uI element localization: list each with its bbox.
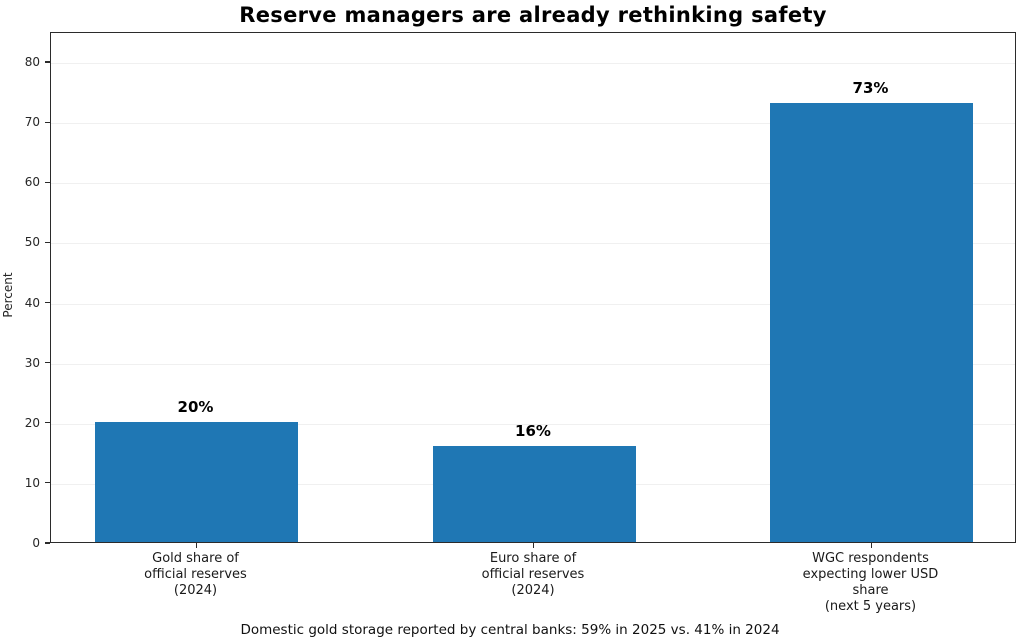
y-tick-label-80: 80 [24,55,40,70]
y-tick-mark-20 [45,422,50,424]
y-tick-label-50: 50 [24,235,40,250]
x-tick-label-2: WGC respondents expecting lower USD shar… [802,551,939,614]
plot-area [50,32,1016,543]
y-tick-label-70: 70 [24,115,40,130]
y-tick-mark-10 [45,482,50,484]
bar-value-label-0: 20% [177,397,214,416]
gridline-y40 [51,303,1015,305]
bar-value-label-1: 16% [515,421,551,440]
y-tick-mark-60 [45,181,50,183]
x-tick-mark-2 [870,543,872,548]
gridline-y70 [51,123,1015,125]
y-tick-mark-70 [45,121,50,123]
y-tick-label-60: 60 [24,175,40,190]
footnote: Domestic gold storage reported by centra… [240,622,780,638]
y-tick-mark-30 [45,362,50,364]
x-tick-label-0: Gold share of official reserves (2024) [144,551,247,598]
bar-value-label-2: 73% [852,79,889,98]
y-tick-label-0: 0 [32,536,40,550]
gridline-y60 [51,183,1015,185]
y-tick-mark-50 [45,241,50,243]
x-tick-mark-0 [195,543,197,548]
y-tick-mark-0 [45,542,50,544]
y-tick-mark-40 [45,301,50,304]
gridline-y30 [51,363,1015,365]
y-tick-label-10: 10 [24,475,40,490]
gridline-y20 [51,423,1015,425]
y-tick-label-20: 20 [24,415,40,430]
x-tick-mark-1 [533,543,535,548]
y-tick-mark-80 [45,61,50,63]
bar-2 [770,103,973,542]
y-tick-label-30: 30 [24,355,40,370]
gridline-y80 [51,63,1015,65]
bar-1 [432,445,636,542]
bar-0 [95,421,298,542]
gridline-y50 [51,243,1015,245]
y-tick-label-40: 40 [24,295,40,310]
x-tick-label-1: Euro share of official reserves (2024) [481,551,585,598]
chart-title: Reserve managers are already rethinking … [239,3,827,27]
